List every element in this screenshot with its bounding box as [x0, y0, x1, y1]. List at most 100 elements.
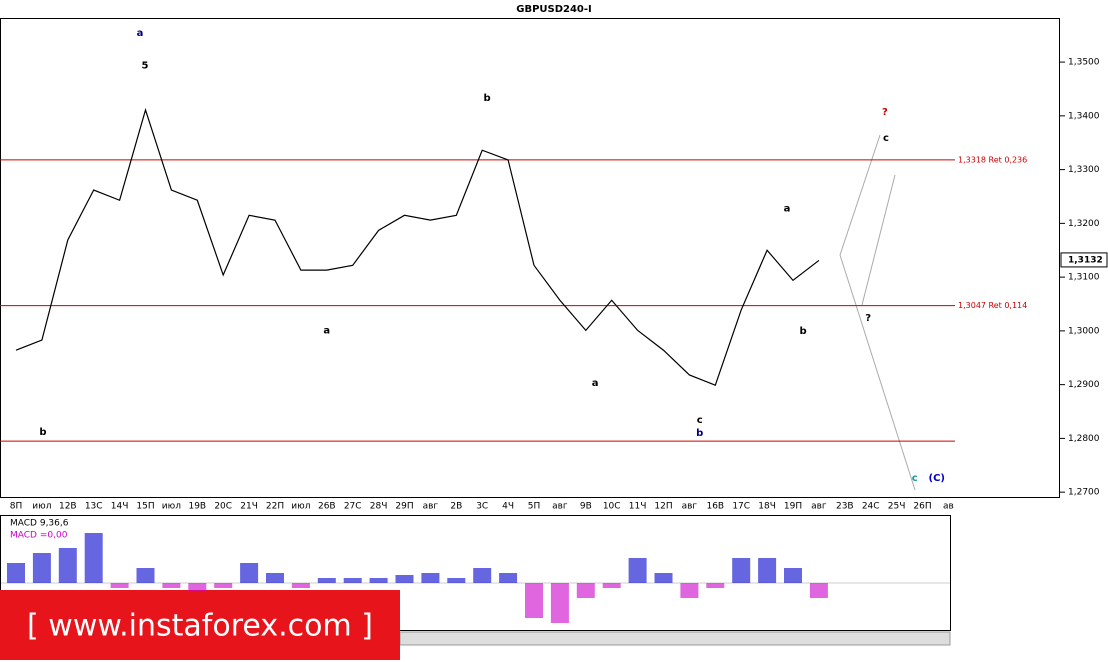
macd-bar — [343, 578, 362, 583]
x-tick-label: авг — [682, 502, 698, 512]
macd-bar — [809, 583, 828, 598]
plot-frame — [0, 18, 1060, 498]
macd-bar — [162, 583, 181, 588]
macd-bar — [395, 575, 414, 583]
level-label: 1,3318 Ret 0,236 — [958, 155, 1027, 164]
current-price-box — [1060, 252, 1108, 268]
wave-label: a — [784, 203, 791, 214]
y-tick-label: 1,2800 — [1068, 434, 1100, 444]
chart-title: GBPUSD240-I — [516, 4, 592, 15]
wave-label: c — [697, 415, 703, 426]
watermark-box — [0, 590, 400, 660]
x-tick-label: 9В — [580, 502, 592, 512]
x-tick-label: 10С — [603, 502, 621, 512]
y-tick-label: 1,2900 — [1068, 380, 1100, 390]
y-tick-label: 1,3300 — [1068, 165, 1100, 175]
x-tick-label: 5П — [528, 502, 541, 512]
wave-label: a — [592, 378, 599, 389]
macd-bar — [84, 533, 103, 583]
macd-bar — [473, 568, 492, 583]
macd-bar — [188, 583, 207, 591]
y-tick-label: 1,2700 — [1068, 488, 1100, 498]
price-line — [15, 107, 820, 386]
x-tick-label: авг — [552, 502, 568, 512]
macd-bar — [680, 583, 699, 598]
macd-bar — [550, 583, 569, 623]
wave-label: b — [696, 428, 703, 439]
macd-bar — [654, 573, 673, 583]
x-tick-label: авг — [423, 502, 439, 512]
x-tick-label: 8П — [10, 502, 23, 512]
wave-label: a — [323, 325, 330, 336]
x-tick-label: 26В — [318, 502, 336, 512]
macd-bar — [499, 573, 518, 583]
x-tick-label: 4Ч — [502, 502, 514, 512]
x-tick-label: 2В — [450, 502, 462, 512]
wave-label: b — [484, 93, 491, 104]
macd-bar — [214, 583, 233, 588]
macd-value: MACD =0,00 — [10, 531, 68, 541]
x-tick-label: 28Ч — [370, 502, 388, 512]
macd-bar — [525, 583, 543, 618]
y-tick-label: 1,3000 — [1068, 326, 1100, 336]
wave-label: a — [137, 28, 144, 39]
x-tick-label: 11Ч — [629, 502, 647, 512]
macd-bar — [110, 583, 129, 588]
y-tick-label: 1,3400 — [1068, 111, 1100, 121]
macd-label: MACD 9,36,6 — [10, 519, 69, 529]
x-tick-label: 27С — [344, 502, 362, 512]
wave-label: ? — [882, 107, 888, 118]
x-tick-label: ав — [943, 502, 954, 512]
level-label: 1,3047 Ret 0,114 — [958, 301, 1027, 310]
macd-bar — [628, 558, 647, 583]
x-tick-label: 13С — [85, 502, 103, 512]
wave-label: 5 — [141, 60, 148, 71]
x-tick-label: 17С — [732, 502, 750, 512]
macd-bar — [447, 578, 466, 583]
x-tick-label: 12В — [59, 502, 77, 512]
macd-frame — [0, 515, 951, 631]
x-tick-label: авг — [811, 502, 827, 512]
x-tick-label: 3С — [476, 502, 488, 512]
current-price-label: 1,3132 — [1068, 255, 1103, 265]
wave-label: c — [912, 473, 918, 484]
x-tick-label: 18Ч — [758, 502, 776, 512]
x-tick-label: 21Ч — [240, 502, 258, 512]
wave-label: b — [39, 427, 46, 438]
x-tick-label: июл — [291, 502, 310, 512]
macd-bar — [7, 563, 25, 583]
projection-lines — [839, 134, 916, 491]
x-tick-label: 19В — [188, 502, 206, 512]
projection — [839, 254, 916, 491]
macd-bar — [136, 568, 155, 583]
x-tick-label: 16В — [706, 502, 724, 512]
macd-bar — [732, 558, 751, 583]
macd-bar — [369, 578, 388, 583]
macd-bar — [758, 558, 777, 583]
x-tick-label: 14Ч — [111, 502, 129, 512]
x-tick-label: 24С — [862, 502, 880, 512]
x-tick-label: июл — [162, 502, 181, 512]
macd-bar — [240, 563, 259, 583]
macd-bar — [602, 583, 621, 588]
y-tick-label: 1,3100 — [1068, 273, 1100, 283]
macd-bar — [58, 548, 77, 583]
macd-bar — [576, 583, 595, 598]
macd-bar — [421, 573, 440, 583]
wave-label: c — [883, 133, 889, 144]
x-tick-label: 12П — [654, 502, 672, 512]
scroll-strip — [399, 631, 951, 646]
x-tick-label: июл — [32, 502, 51, 512]
macd-bar — [784, 568, 802, 583]
x-tick-label: 20С — [214, 502, 232, 512]
x-tick-label: 29П — [395, 502, 413, 512]
x-tick-label: 23В — [836, 502, 854, 512]
macd-bar — [32, 553, 51, 583]
macd-bar — [706, 583, 725, 588]
y-tick-label: 1,3200 — [1068, 219, 1100, 229]
y-tick-label: 1,3500 — [1068, 58, 1100, 68]
x-tick-label: 25Ч — [888, 502, 906, 512]
x-tick-label: 22П — [266, 502, 284, 512]
macd-bar — [317, 578, 336, 583]
